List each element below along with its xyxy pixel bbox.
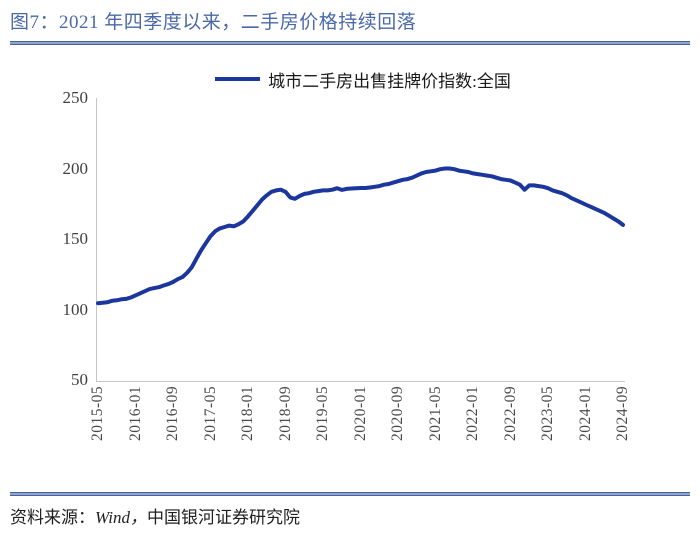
chart-legend: 城市二手房出售挂牌价指数:全国 [0, 66, 700, 92]
y-tick-label: 250 [62, 88, 89, 107]
x-tick-label: 2018-09 [276, 386, 294, 442]
x-tick-label: 2020-09 [389, 386, 406, 442]
series-line [96, 166, 625, 306]
x-tick-label: 2020-01 [351, 386, 369, 442]
y-tick-label: 150 [62, 229, 89, 248]
x-tick-label: 2021-05 [426, 386, 444, 442]
x-tick-label: 2016-09 [164, 386, 181, 442]
title-divider [10, 41, 690, 45]
source-prefix: 资料来源： [10, 508, 95, 527]
x-tick-label: 2016-01 [126, 386, 144, 442]
source-institution: 中国银河证券研究院 [146, 508, 300, 527]
figure-title: 图7：2021 年四季度以来，二手房价格持续回落 [10, 12, 417, 33]
legend-line-swatch [215, 77, 261, 81]
source-note: 资料来源：Wind，中国银河证券研究院 [10, 503, 300, 528]
x-tick-label: 2017-05 [201, 386, 219, 442]
footer-divider [10, 492, 690, 496]
x-tick-label: 2024-09 [614, 386, 631, 442]
x-tick-label: 2024-01 [576, 386, 594, 442]
x-tick-label: 2022-09 [501, 386, 519, 442]
y-tick-label: 100 [62, 299, 89, 319]
x-tick-label: 2015-05 [89, 386, 106, 442]
x-tick-label: 2018-01 [239, 386, 256, 442]
y-axis-line [96, 98, 97, 382]
x-tick-label: 2023-05 [539, 386, 556, 442]
x-tick-label: 2022-01 [464, 386, 481, 442]
y-tick-label: 50 [71, 370, 88, 389]
y-tick-label: 200 [62, 158, 89, 178]
x-tick-label: 2019-05 [314, 386, 331, 442]
legend-label: 城市二手房出售挂牌价指数:全国 [268, 71, 511, 91]
x-axis-line [96, 381, 625, 382]
source-wind: Wind， [95, 508, 147, 527]
